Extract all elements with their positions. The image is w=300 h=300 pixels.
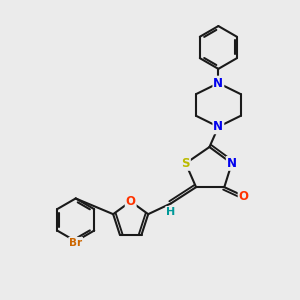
Text: Br: Br bbox=[69, 238, 82, 248]
Text: O: O bbox=[238, 190, 249, 202]
Text: N: N bbox=[213, 76, 224, 90]
Text: O: O bbox=[126, 195, 136, 208]
Text: S: S bbox=[182, 157, 190, 170]
Text: N: N bbox=[213, 120, 224, 133]
Text: H: H bbox=[166, 207, 176, 217]
Text: N: N bbox=[227, 157, 237, 170]
